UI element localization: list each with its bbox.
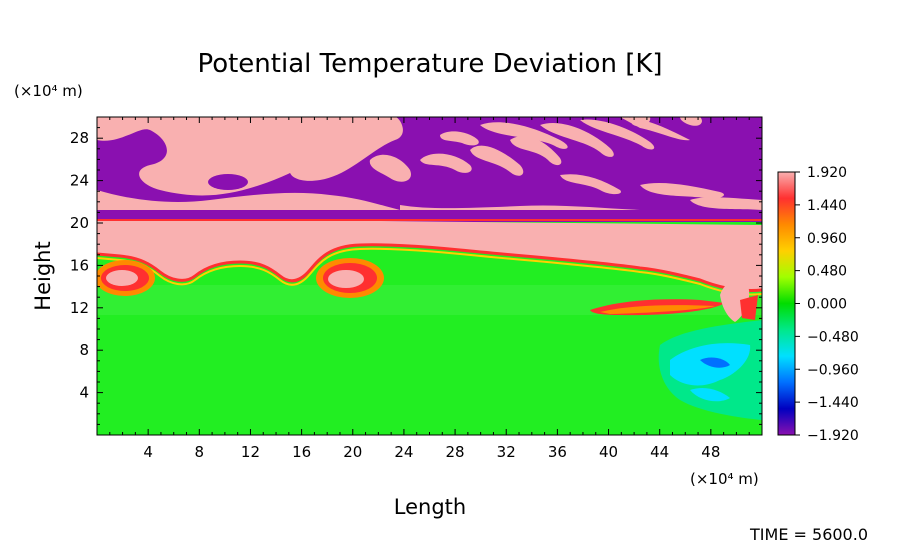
x-tick-label: 28: [446, 443, 465, 461]
colorbar-tick-label: −1.440: [807, 395, 859, 411]
colorbar-tick-label: −0.480: [807, 329, 859, 345]
x-tick-label: 32: [497, 443, 516, 461]
x-tick-label: 16: [292, 443, 311, 461]
x-tick-label: 12: [241, 443, 260, 461]
y-tick-label: 20: [70, 214, 89, 232]
colorbar: 1.920 1.440 0.960 0.480 0.000 −0.480 −0.960 −1.…: [777, 165, 859, 444]
y-tick-label: 28: [70, 129, 89, 147]
cold-patch: [658, 320, 762, 420]
warm-band: [97, 218, 762, 291]
x-tick-label: 4: [143, 443, 153, 461]
colorbar-tick-label: −1.920: [807, 428, 859, 444]
vortex-right: [316, 258, 384, 298]
y-axis-label: Height: [31, 241, 55, 310]
x-tick-label: 44: [650, 443, 669, 461]
x-tick-label: 8: [195, 443, 205, 461]
y-axis: 4 8 12 16 20 24 28: [70, 127, 762, 425]
x-axis-unit: (×10⁴ m): [690, 470, 759, 488]
x-tick-label: 48: [701, 443, 720, 461]
colorbar-tick-label: 0.000: [807, 297, 847, 313]
colorbar-tick-label: 0.480: [807, 264, 847, 280]
time-annotation: TIME = 5600.0: [749, 525, 868, 544]
vortex-left: [97, 260, 155, 296]
chart-title: Potential Temperature Deviation [K]: [197, 49, 662, 79]
colorbar-tick-label: 1.920: [807, 165, 847, 181]
heatmap-field: [97, 117, 762, 435]
y-tick-label: 8: [79, 341, 89, 359]
x-tick-label: 40: [599, 443, 618, 461]
y-tick-label: 4: [79, 384, 89, 402]
colorbar-tick-label: 1.440: [807, 198, 847, 214]
y-tick-label: 12: [70, 299, 89, 317]
x-tick-label: 20: [343, 443, 362, 461]
colorbar-tick-label: 0.960: [807, 231, 847, 247]
x-tick-label: 24: [394, 443, 413, 461]
x-axis: 4 8 12 16 20 24 28 32 36 40 44 48: [109, 117, 750, 461]
y-tick-label: 24: [70, 172, 89, 190]
x-axis-label: Length: [394, 495, 466, 519]
x-tick-label: 36: [548, 443, 567, 461]
y-tick-label: 16: [70, 256, 89, 274]
y-axis-unit: (×10⁴ m): [14, 82, 83, 100]
colorbar-tick-label: −0.960: [807, 362, 859, 378]
